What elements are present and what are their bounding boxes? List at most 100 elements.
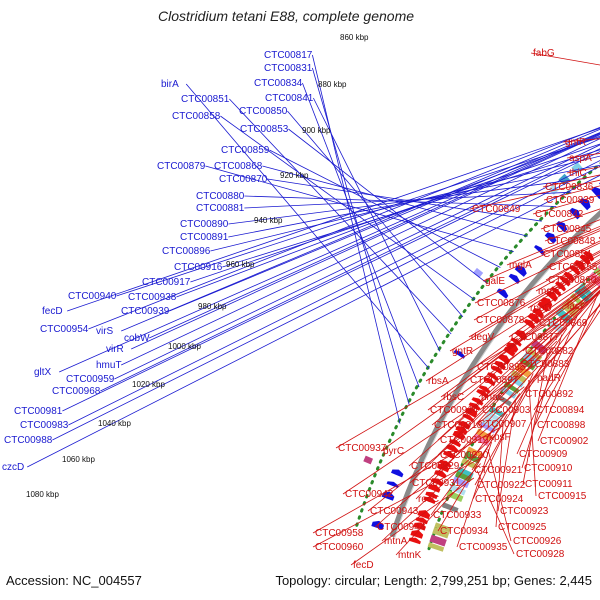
reverse-leader-line <box>468 259 600 338</box>
reverse-leader-line <box>367 386 525 512</box>
reverse-gene-arrow <box>471 397 484 406</box>
reverse-gene-arrow <box>425 491 438 500</box>
reverse-gene-label: CTC00921 <box>474 465 523 476</box>
forward-gene-label: virS <box>96 326 114 337</box>
forward-gene-label: CTC00868 <box>214 161 263 172</box>
kbp-tick-label: 900 kbp <box>302 126 331 135</box>
reverse-gene-label: CTC00854 <box>543 249 592 260</box>
reverse-gene-label: CTC00897 <box>470 375 519 386</box>
reverse-gene-arrow <box>476 389 489 398</box>
forward-gene-label: CTC00968 <box>52 386 101 397</box>
reverse-gene-label: CTC00849 <box>472 204 521 215</box>
reverse-gene-label: CTC00926 <box>513 536 562 547</box>
forward-gene-label: CTC00939 <box>121 306 170 317</box>
reverse-cog-block <box>510 369 528 384</box>
reverse-leader-line <box>545 250 600 281</box>
reverse-gene-label: fabG <box>533 48 555 59</box>
reverse-gene-label: CTC00877 <box>511 332 560 343</box>
forward-gene-label: CTC00853 <box>240 124 289 135</box>
forward-gene-label: CTC00983 <box>20 420 69 431</box>
reverse-leader-line <box>487 449 512 542</box>
reverse-gene-arrow <box>408 537 421 545</box>
reverse-gene-label: CTC00855 <box>549 262 598 273</box>
reverse-leader-line <box>474 242 600 304</box>
forward-leader-line <box>88 126 600 330</box>
reverse-gene-arrow <box>415 517 428 525</box>
reverse-leader-line <box>380 303 588 452</box>
forward-gene-label: CTC00879 <box>157 161 206 172</box>
forward-gene-label: CTC00851 <box>181 94 230 105</box>
reverse-gene-label: rpoD <box>530 303 552 314</box>
forward-gene-label: CTC00881 <box>196 203 245 214</box>
reverse-leader-line <box>522 285 600 352</box>
reverse-leader-line <box>467 278 600 381</box>
reverse-leader-line <box>521 334 563 469</box>
forward-gene-label: CTC00891 <box>180 232 229 243</box>
forward-gene-label: CTC00959 <box>66 374 115 385</box>
reverse-gene-label: rbsA <box>428 376 449 387</box>
reverse-cog-block <box>441 502 459 513</box>
reverse-cog-block <box>427 542 445 552</box>
reverse-leader-line <box>476 470 515 555</box>
reverse-gene-label: mglA <box>509 260 532 271</box>
forward-leader-line <box>222 149 600 268</box>
kbp-tick-label: 980 kbp <box>198 302 227 311</box>
forward-gene-label: CTC00917 <box>142 277 191 288</box>
reverse-gene-label: CTC00914 <box>430 405 479 416</box>
reverse-gene-label: CTC00928 <box>516 549 565 560</box>
forward-gene-label: CTC00916 <box>174 262 223 273</box>
reverse-gene-label: CTC00848 <box>547 236 596 247</box>
kbp-tick-label: 1000 kbp <box>168 342 201 351</box>
reverse-leader-line <box>543 185 600 201</box>
kbp-tick-label: 1040 kbp <box>98 419 131 428</box>
reverse-cog-block <box>455 469 473 483</box>
reverse-gene-arrow <box>427 484 441 493</box>
reverse-gene-label: CTC00860 <box>548 275 597 286</box>
forward-gene-label: czcD <box>2 462 24 473</box>
reverse-leader-line <box>544 219 600 242</box>
kbp-tick-label: 1060 kbp <box>62 455 95 464</box>
reverse-leader-line <box>395 463 481 556</box>
kbp-tick-labels: 860 kbp 880 kbp 900 kbp 920 kbp 940 kbp 960 k… <box>26 33 369 499</box>
reverse-gene-arrow <box>494 360 506 371</box>
gene-features <box>363 162 600 552</box>
reverse-gene-label: CTC00929 <box>411 461 460 472</box>
reverse-leader-line <box>536 276 600 324</box>
reverse-leader-line <box>478 287 600 398</box>
forward-gene-arrow <box>534 245 545 256</box>
forward-gene-label: gltX <box>34 367 52 378</box>
reverse-gene-label: CTC00883 <box>521 359 570 370</box>
forward-gene-label: fecD <box>42 306 63 317</box>
forward-gene-label: CTC00880 <box>196 191 245 202</box>
reverse-gene-label: CTC00907 <box>478 419 527 430</box>
reverse-gene-label: aspA <box>569 153 592 164</box>
reverse-gene-label: CTC00836 <box>545 182 594 193</box>
forward-gene-label: hmuT <box>96 360 122 371</box>
forward-gene-label: CTC00850 <box>239 106 288 117</box>
forward-gene-label: virR <box>106 344 124 355</box>
reverse-leader-line <box>532 194 600 215</box>
kbp-tick-label: 1080 kbp <box>26 490 59 499</box>
genome-backbone <box>389 209 600 538</box>
forward-leader-line <box>121 128 600 332</box>
forward-gene-arrow <box>578 198 591 211</box>
reverse-gene-label: lacI <box>567 301 583 312</box>
reverse-gene-label: CTC00902 <box>540 436 589 447</box>
forward-leader-line <box>229 98 452 335</box>
reverse-gene-label: CTC00882 <box>525 346 574 357</box>
reverse-gene-label: thiC <box>569 168 587 179</box>
reverse-leader-line <box>540 228 600 255</box>
reverse-leader-line <box>469 179 600 210</box>
reverse-gene-arrow <box>486 372 499 381</box>
reverse-leader-line <box>530 52 600 66</box>
reverse-leader-line <box>408 321 573 467</box>
reverse-gene-label: CTC00894 <box>536 405 585 416</box>
reverse-cog-block <box>446 490 464 502</box>
reverse-leader-line <box>312 455 485 548</box>
reverse-leader-line <box>427 281 600 411</box>
reverse-gene-label: CTC00958 <box>315 528 364 539</box>
reverse-cog-block <box>457 466 474 478</box>
reverse-cog-block <box>432 527 450 539</box>
forward-cog-block <box>571 162 583 174</box>
